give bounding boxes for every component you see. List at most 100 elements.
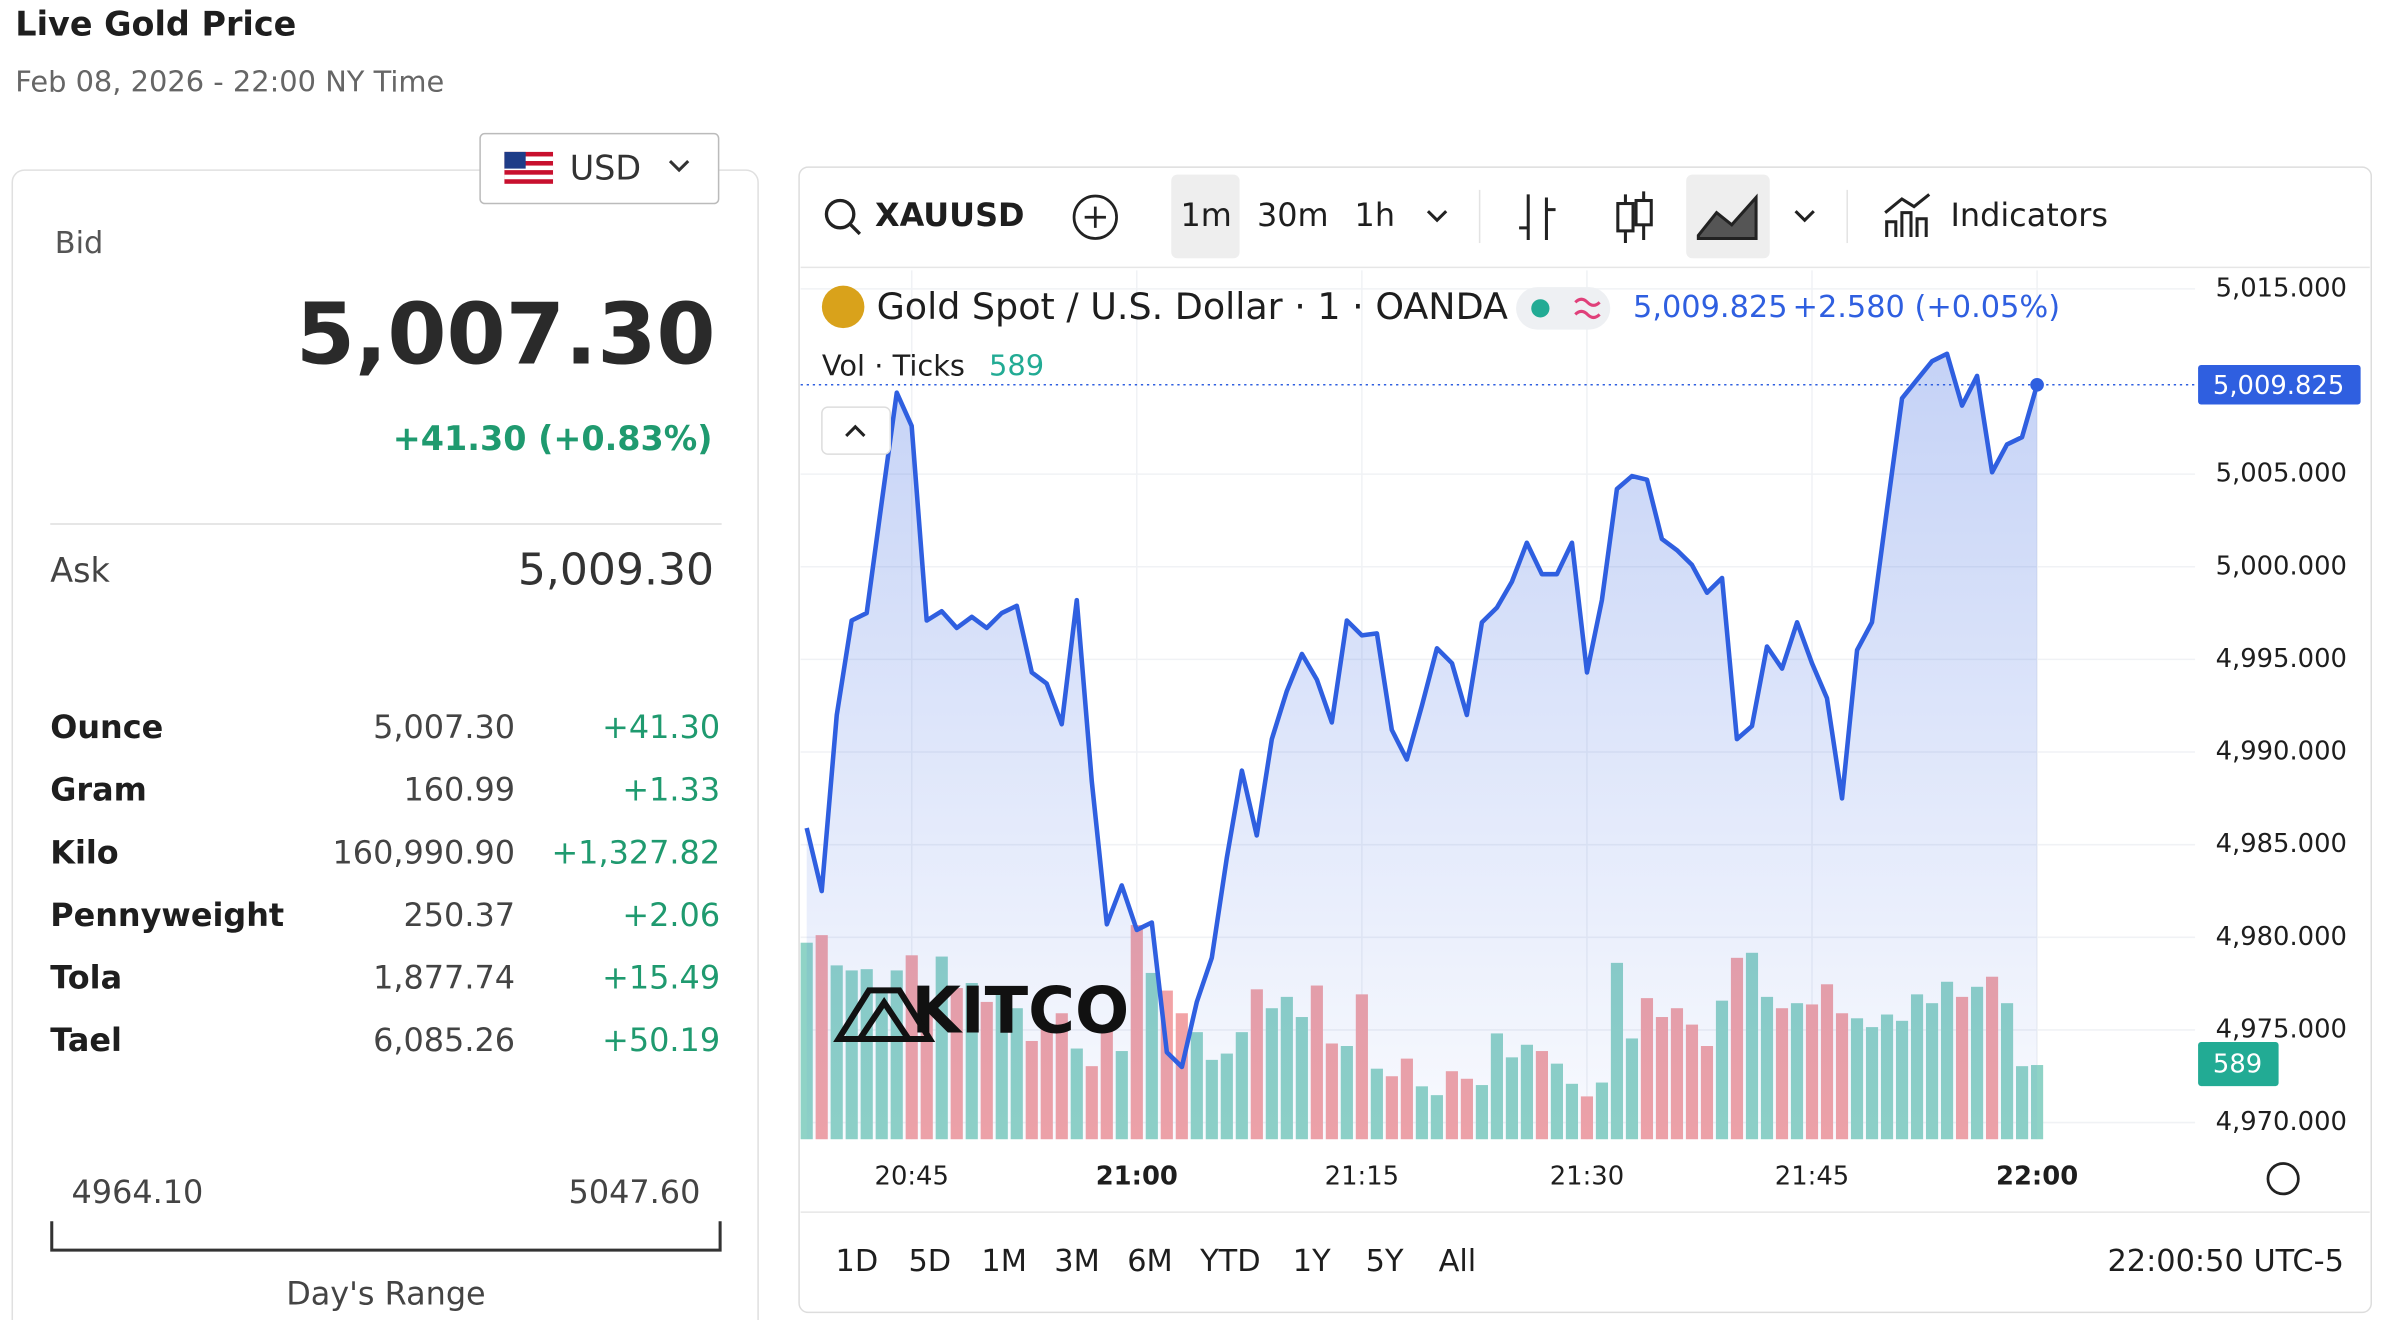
dropdown-icon — [668, 159, 690, 173]
unit-name: Pennyweight — [50, 896, 284, 934]
dropdown-icon[interactable] — [1794, 210, 1815, 223]
ask-label: Ask — [50, 551, 110, 590]
y-tick-label: 4,990.000 — [2216, 737, 2347, 767]
collapse-button[interactable] — [821, 406, 892, 455]
status-icon — [1574, 297, 1601, 319]
unit-name: Tael — [50, 1021, 122, 1059]
x-tick-label: 21:15 — [1325, 1162, 1399, 1192]
symbol[interactable]: XAUUSD — [875, 196, 1024, 234]
x-tick-label: 21:45 — [1775, 1162, 1849, 1192]
interval[interactable]: 1h — [1355, 196, 1395, 234]
page-date: Feb 08, 2026 - 22:00 NY Time — [15, 65, 444, 99]
y-tick-label: 5,000.000 — [2216, 551, 2347, 581]
bid-value: 5,007.30 — [296, 286, 716, 385]
interval[interactable]: 1m — [1181, 196, 1232, 234]
gold-icon — [821, 285, 865, 329]
chart-title: Gold Spot / U.S. Dollar · 1 · OANDA — [877, 285, 1508, 328]
indicators-button[interactable]: Indicators — [1950, 196, 2107, 234]
price-badge-label: 5,009.825 — [2213, 371, 2344, 401]
status-dot — [1531, 299, 1550, 318]
y-tick-label: 4,980.000 — [2216, 922, 2347, 952]
y-tick-label: 4,985.000 — [2216, 829, 2347, 859]
watermark: KITCO — [912, 974, 1130, 1048]
plot: 5,015.000 5,005.000 5,000.000 4,995.000 4,99… — [800, 270, 2361, 1192]
price-change: +2.580 (+0.05%) — [1793, 290, 2061, 325]
volume-title: Vol · Ticks — [822, 349, 965, 383]
range-button[interactable]: 3M — [1054, 1244, 1100, 1279]
range-label: Day's Range — [286, 1275, 485, 1313]
add-symbol[interactable] — [1072, 194, 1118, 240]
ask-value: 5,009.30 — [518, 545, 714, 596]
interval-active — [1171, 174, 1240, 259]
candle-icon — [1634, 198, 1653, 227]
unit-table: Ounce 5,007.30 +41.30 Gram 160.99 +1.33 Kilo 16… — [50, 708, 720, 1059]
x-tick-label: 22:00 — [1996, 1162, 2078, 1192]
search-icon[interactable] — [824, 198, 856, 230]
range-button[interactable]: 1D — [836, 1244, 879, 1279]
price-panel — [11, 169, 759, 1320]
currency-select[interactable] — [479, 132, 720, 205]
range-bar — [50, 1221, 722, 1252]
volume-value: 589 — [989, 349, 1044, 383]
unit-change: +50.19 — [602, 1021, 720, 1059]
unit-price: 160,990.90 — [333, 833, 516, 871]
unit-price: 6,085.26 — [373, 1021, 515, 1059]
unit-change: +1,327.82 — [551, 833, 720, 871]
unit-change: +15.49 — [602, 958, 720, 996]
status-pill — [1516, 287, 1611, 330]
search-icon — [849, 223, 862, 236]
range-button[interactable]: 1M — [981, 1244, 1027, 1279]
dropdown-icon[interactable] — [1426, 210, 1448, 223]
x-tick-label: 21:30 — [1550, 1162, 1624, 1192]
price-area — [806, 353, 2038, 1140]
page-title: Live Gold Price — [15, 4, 296, 43]
unit-change: +41.30 — [602, 708, 720, 746]
x-tick-label: 21:00 — [1096, 1162, 1178, 1192]
add-symbol — [1084, 206, 1106, 228]
us-flag — [504, 151, 554, 184]
clock: 22:00:50 UTC-5 — [2107, 1244, 2343, 1279]
unit-price: 5,007.30 — [373, 708, 515, 746]
price-badge — [2198, 365, 2361, 405]
range-high: 5047.60 — [569, 1173, 701, 1211]
unit-price: 250.37 — [404, 896, 516, 934]
y-tick-label: 4,995.000 — [2216, 644, 2347, 674]
y-tick-label: 5,005.000 — [2216, 459, 2347, 489]
range-button[interactable]: 5D — [908, 1244, 951, 1279]
volume-badge-label: 589 — [2213, 1049, 2262, 1079]
unit-name: Kilo — [50, 833, 118, 871]
unit-name: Tola — [50, 958, 122, 996]
unit-price: 160.99 — [404, 771, 516, 809]
bid-label: Bid — [55, 226, 104, 261]
x-tick-label: 20:45 — [875, 1162, 949, 1192]
range-button[interactable]: 1Y — [1293, 1244, 1331, 1279]
range-button[interactable]: 5Y — [1366, 1244, 1404, 1279]
volume-badge — [2198, 1042, 2279, 1087]
candle-icon — [1616, 202, 1635, 233]
y-tick-label: 4,975.000 — [2216, 1014, 2347, 1044]
indicators-icon[interactable] — [1884, 193, 1931, 237]
last-point — [2030, 377, 2044, 392]
range-list: 1D 5D 1M 3M 6M YTD 1Y 5Y All — [836, 1244, 1477, 1279]
range-low: 4964.10 — [72, 1173, 204, 1211]
settings-icon[interactable] — [2266, 1162, 2300, 1196]
collapse-icon — [845, 424, 866, 438]
price-line — [804, 351, 2040, 1070]
y-tick-label: 5,015.000 — [2216, 273, 2347, 303]
watermark-logo — [833, 987, 936, 1043]
last-price: 5,009.825 — [1633, 290, 1788, 325]
y-tick-label: 4,970.000 — [2216, 1107, 2347, 1137]
range-button[interactable]: 6M — [1127, 1244, 1173, 1279]
range-button[interactable]: All — [1439, 1244, 1477, 1279]
currency-label: USD — [570, 149, 641, 188]
unit-name: Gram — [50, 771, 147, 809]
unit-change: +2.06 — [622, 896, 720, 934]
unit-price: 1,877.74 — [373, 958, 515, 996]
bar-style-icon[interactable] — [1519, 194, 1556, 241]
unit-change: +1.33 — [622, 771, 720, 809]
interval[interactable]: 30m — [1257, 196, 1329, 234]
area-icon — [1696, 193, 1758, 241]
range-button[interactable]: YTD — [1199, 1244, 1260, 1279]
